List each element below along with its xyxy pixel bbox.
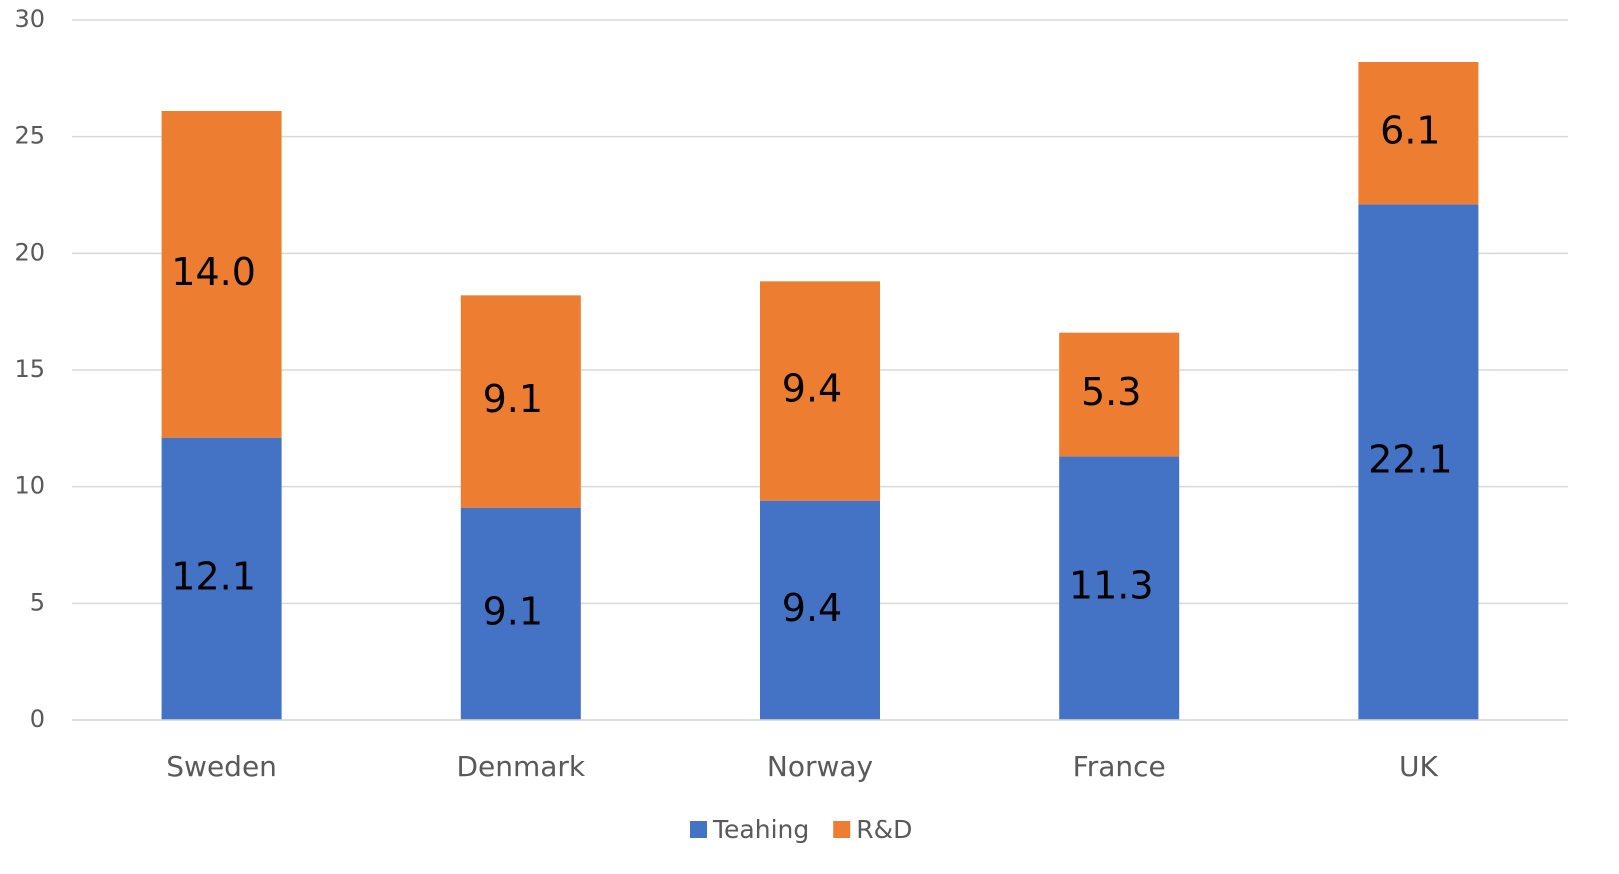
y-tick-label: 0 xyxy=(30,705,45,733)
data-label: 22.1 xyxy=(1368,438,1453,482)
data-label: 12.1 xyxy=(171,554,256,598)
data-label: 11.3 xyxy=(1069,564,1154,608)
bar-segment xyxy=(460,295,581,508)
data-label: 9.4 xyxy=(782,586,842,630)
bar-segment xyxy=(161,437,282,720)
bar-segment xyxy=(1358,204,1479,721)
bar-segment xyxy=(1059,332,1180,457)
bar-segment xyxy=(1059,456,1180,720)
x-tick-label: Norway xyxy=(767,750,873,783)
y-tick-label: 5 xyxy=(30,588,45,616)
data-label: 9.1 xyxy=(483,589,543,633)
y-tick-label: 30 xyxy=(14,5,45,33)
y-tick-label: 20 xyxy=(14,238,45,266)
data-label: 9.1 xyxy=(483,377,543,421)
legend-label: Teahing xyxy=(712,815,809,844)
x-tick-label: Denmark xyxy=(456,750,585,783)
legend-label: R&D xyxy=(856,815,912,844)
x-tick-label: France xyxy=(1073,750,1166,783)
y-tick-label: 15 xyxy=(14,355,45,383)
data-label: 6.1 xyxy=(1380,109,1440,153)
data-label: 9.4 xyxy=(782,367,842,411)
y-tick-label: 25 xyxy=(14,122,45,150)
legend-swatch xyxy=(690,821,707,838)
bar-segment xyxy=(760,281,880,501)
bar-segment xyxy=(161,111,282,438)
bar-segment xyxy=(760,500,880,720)
bar-segment xyxy=(460,507,581,720)
data-label: 14.0 xyxy=(171,250,256,294)
x-tick-label: Sweden xyxy=(166,750,277,783)
x-tick-label: UK xyxy=(1399,750,1438,783)
bar-segment xyxy=(1358,62,1479,205)
y-tick-label: 10 xyxy=(14,472,45,500)
data-label: 5.3 xyxy=(1081,370,1141,414)
legend-swatch xyxy=(833,821,851,838)
